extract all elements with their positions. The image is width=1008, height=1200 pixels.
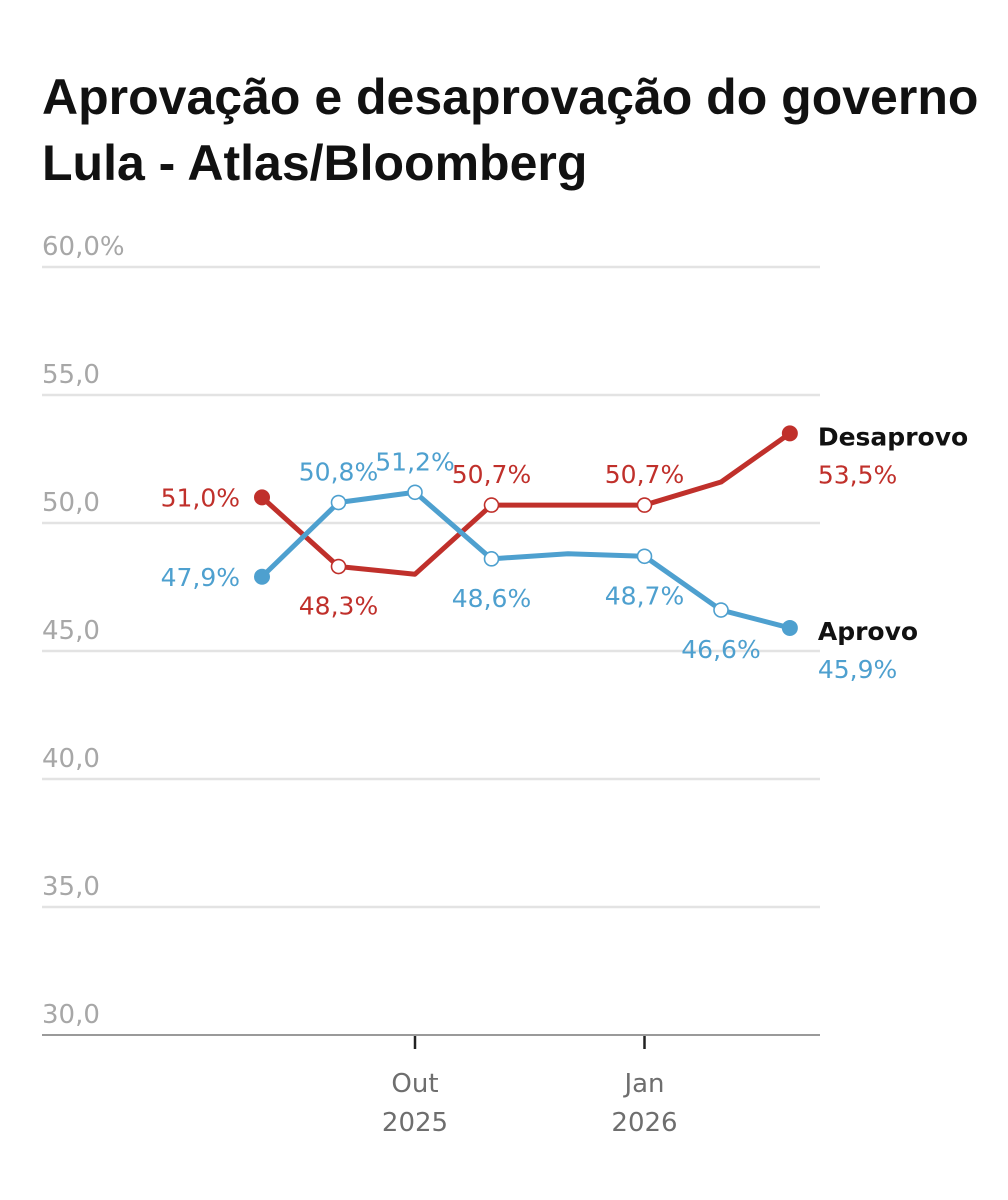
series-end-value: 53,5% xyxy=(818,460,897,489)
data-point xyxy=(713,602,729,618)
grid-layer: 60,0% 55,0 50,0 45,0 40,0 35,0 30,0 xyxy=(42,232,820,1036)
data-point xyxy=(330,494,347,511)
y-tick-label: 45,0 xyxy=(42,616,100,646)
series-line-aprovo xyxy=(259,489,793,631)
data-point xyxy=(254,568,270,585)
label-layer: 51,0% 48,3% 50,7% 50,7% Desaprovo 53,5% 47,9% 5… xyxy=(161,422,969,684)
data-point xyxy=(483,551,500,567)
data-label: 50,7% xyxy=(605,460,684,489)
x-tick-year: 2026 xyxy=(611,1108,677,1138)
data-label: 46,6% xyxy=(681,635,760,664)
y-tick-label: 50,0 xyxy=(42,488,100,518)
y-tick-label: 55,0 xyxy=(42,360,100,390)
chart-title: Aprovação e desaprovação do governo Lula… xyxy=(42,69,979,191)
data-label: 48,6% xyxy=(452,584,531,613)
series-name-label: Desaprovo xyxy=(818,422,968,451)
x-tick-label: Out xyxy=(391,1069,438,1099)
data-point xyxy=(330,558,347,575)
data-point xyxy=(636,548,653,565)
y-tick-label: 60,0% xyxy=(42,232,125,262)
data-label: 51,0% xyxy=(161,483,240,512)
y-tick-label: 40,0 xyxy=(42,744,100,774)
data-label: 50,8% xyxy=(299,458,378,487)
series-name-label: Aprovo xyxy=(818,617,918,646)
y-tick-label: 35,0 xyxy=(42,872,100,902)
data-point xyxy=(407,484,423,501)
x-tick-label: Jan xyxy=(622,1069,664,1099)
data-point xyxy=(483,497,500,513)
data-label: 50,7% xyxy=(452,460,531,489)
data-point xyxy=(636,497,653,513)
y-tick-label: 30,0 xyxy=(42,1000,100,1030)
data-point xyxy=(781,619,798,636)
data-point xyxy=(781,425,798,442)
data-label: 48,3% xyxy=(299,592,378,621)
x-axis: Out 2025 Jan 2026 xyxy=(382,1036,678,1138)
data-label: 47,9% xyxy=(161,563,240,592)
data-point xyxy=(254,489,270,506)
series-end-value: 45,9% xyxy=(818,655,897,684)
series-layer xyxy=(254,425,798,636)
data-label: 51,2% xyxy=(375,447,454,476)
x-tick-year: 2025 xyxy=(382,1108,448,1138)
data-label: 48,7% xyxy=(605,581,684,610)
